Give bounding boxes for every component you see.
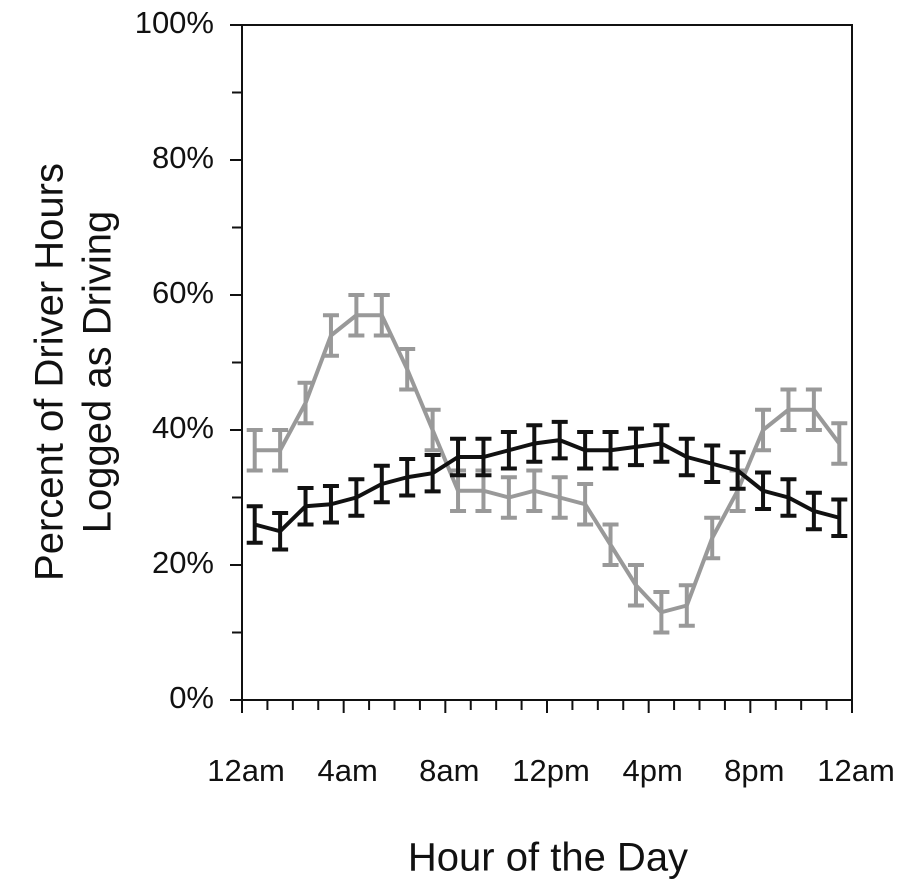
- series-line: [254, 438, 840, 534]
- error-bar: [831, 421, 848, 466]
- y-axis-title: Logged as Driving: [76, 211, 120, 533]
- error-bar: [780, 387, 797, 432]
- error-bar: [780, 477, 797, 518]
- error-bar: [678, 583, 695, 628]
- error-bar: [475, 436, 492, 478]
- error-bar: [526, 468, 543, 513]
- error-bar: [297, 486, 314, 527]
- x-tick-label: 8pm: [724, 753, 784, 788]
- error-bar: [602, 430, 619, 471]
- error-bar: [755, 407, 772, 453]
- y-axis-title: Percent of Driver Hours: [28, 163, 72, 581]
- error-bar: [577, 430, 594, 471]
- error-bar: [627, 563, 644, 608]
- error-bar: [805, 387, 822, 432]
- error-bar: [755, 470, 772, 511]
- error-bar: [297, 380, 314, 426]
- y-tick-label: 80%: [152, 140, 214, 175]
- error-bar: [551, 475, 568, 520]
- x-axis-title: Hour of the Day: [408, 836, 688, 880]
- error-bar: [348, 477, 365, 518]
- error-bar: [653, 590, 670, 635]
- error-bar: [424, 452, 441, 494]
- error-bar: [526, 423, 543, 464]
- error-bar: [322, 313, 339, 358]
- error-bar: [729, 450, 746, 491]
- error-bar: [831, 497, 848, 538]
- error-bar: [373, 463, 390, 505]
- error-bar: [424, 407, 441, 453]
- error-bar: [246, 428, 263, 473]
- error-bar: [704, 515, 721, 561]
- error-bar: [805, 490, 822, 532]
- error-bar: [450, 436, 467, 478]
- y-tick-label: 100%: [135, 5, 214, 40]
- x-tick-label: 12am: [817, 753, 895, 788]
- error-bar: [399, 347, 416, 392]
- error-bar: [272, 511, 289, 552]
- error-bar: [627, 426, 644, 468]
- x-tick-label: 12am: [207, 753, 285, 788]
- error-bar: [500, 430, 517, 471]
- error-bar: [602, 522, 619, 567]
- error-bar: [272, 428, 289, 473]
- plot-frame: [241, 24, 853, 701]
- series-line: [254, 313, 841, 615]
- error-bar: [577, 482, 594, 527]
- y-tick-label: 0%: [169, 680, 214, 715]
- y-tick-label: 60%: [152, 275, 214, 310]
- error-bar: [399, 457, 416, 498]
- error-bar: [500, 475, 517, 520]
- y-tick-label: 20%: [152, 545, 214, 580]
- error-bar: [246, 504, 263, 545]
- x-tick-label: 12pm: [512, 753, 590, 788]
- error-bar: [678, 436, 695, 478]
- error-bar: [322, 484, 339, 525]
- error-bar: [704, 443, 721, 484]
- x-tick-label: 4am: [318, 753, 378, 788]
- x-tick-label: 8am: [419, 753, 479, 788]
- y-tick-label: 40%: [152, 410, 214, 445]
- error-bar: [551, 419, 568, 461]
- error-bar: [348, 293, 365, 338]
- x-tick-label: 4pm: [623, 753, 683, 788]
- error-bar: [373, 293, 390, 338]
- error-bar: [653, 423, 670, 464]
